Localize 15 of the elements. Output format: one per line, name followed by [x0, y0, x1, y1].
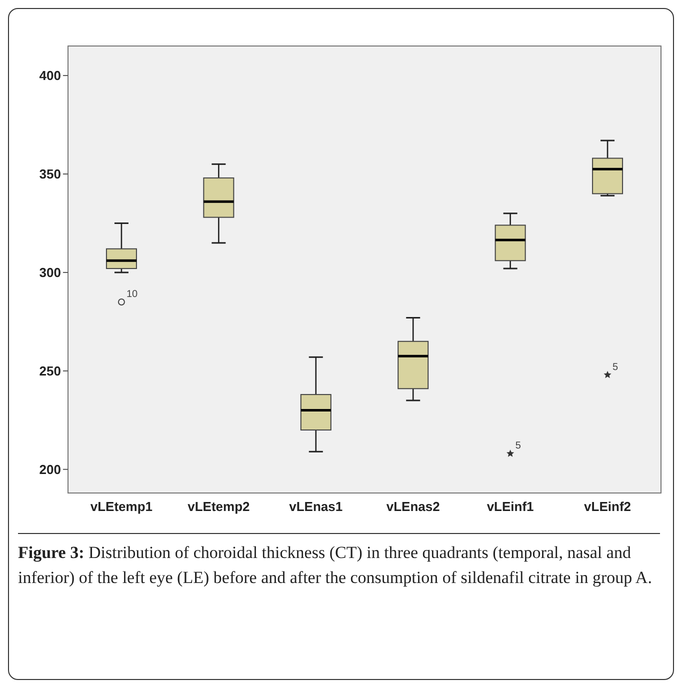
y-tick-label: 350	[39, 166, 61, 182]
x-tick-label: vLEinf1	[486, 499, 534, 514]
y-tick-label: 250	[39, 363, 61, 378]
x-tick-label: vLEnas2	[386, 499, 440, 514]
y-tick-label: 400	[39, 68, 61, 84]
caption: Figure 3: Distribution of choroidal thickness (CT) in three quadrants (temporal, nasal and inferior) of the left eye (LE) before and after the consumption of sildenafil citrate in group A.	[18, 533, 660, 590]
annotation: 5	[612, 362, 619, 373]
y-tick-label: 200	[39, 462, 61, 477]
x-tick-label: vLEtemp2	[188, 499, 250, 514]
annotation: 10	[126, 288, 138, 300]
x-tick-label: vLEinf2	[584, 499, 632, 514]
x-tick-label: vLEtemp1	[90, 499, 153, 514]
y-tick-label: 300	[39, 265, 61, 280]
annotation: 5	[515, 440, 522, 452]
x-tick-label: vLEnas1	[289, 499, 343, 514]
